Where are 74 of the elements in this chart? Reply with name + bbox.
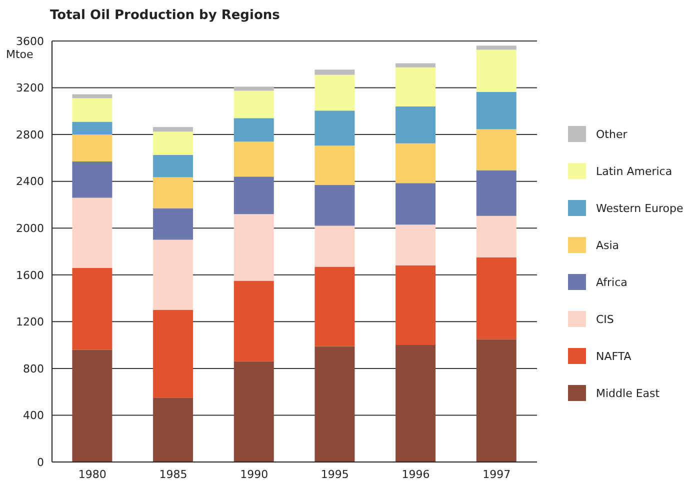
bar <box>153 126 194 132</box>
x-tick-label: 1985 <box>159 468 188 481</box>
bar <box>314 74 355 111</box>
bar <box>396 143 436 184</box>
bar <box>396 106 436 144</box>
y-tick-label: 2400 <box>16 175 44 188</box>
bar <box>153 310 194 398</box>
y-tick-label: 400 <box>23 409 44 422</box>
bar <box>153 398 194 462</box>
bar <box>234 361 274 462</box>
bar <box>153 132 194 156</box>
bar <box>234 176 274 214</box>
bar <box>72 268 112 350</box>
bar <box>476 50 516 92</box>
legend-label: Latin America <box>596 164 672 178</box>
bar <box>234 86 274 91</box>
bar <box>153 208 194 240</box>
legend-label: Africa <box>596 276 628 288</box>
bar <box>476 216 516 258</box>
y-tick-label: 3200 <box>16 82 44 95</box>
bar <box>314 226 355 267</box>
legend-label: Asia <box>596 238 620 252</box>
bar <box>153 155 194 178</box>
bar <box>72 198 112 268</box>
legend-label: CIS <box>596 312 614 326</box>
bar <box>314 70 355 75</box>
chart-title: Total Oil Production by Regions <box>50 8 280 23</box>
bar <box>396 63 436 68</box>
bar <box>396 266 436 346</box>
y-tick-label: 1200 <box>16 316 44 329</box>
legend-label: Western Europe <box>596 202 684 214</box>
bar <box>72 122 112 135</box>
bar <box>314 346 355 462</box>
x-tick-label: 1980 <box>78 468 106 481</box>
bar <box>234 90 274 118</box>
legend-label: Middle East <box>596 386 660 400</box>
bar <box>476 46 516 50</box>
x-tick-label: 1997 <box>482 468 511 481</box>
bar <box>72 134 112 162</box>
bar <box>314 266 355 346</box>
bar <box>396 224 436 266</box>
x-tick-label: 1990 <box>240 468 268 481</box>
bar <box>396 183 436 225</box>
bar <box>153 177 194 208</box>
y-axis-title: Mtoe <box>6 48 34 61</box>
bar <box>234 280 274 362</box>
bar <box>476 339 516 462</box>
bar <box>234 118 274 142</box>
y-tick-label: 1600 <box>16 268 44 282</box>
x-tick-label: 1996 <box>402 468 430 481</box>
y-tick-label: 0 <box>37 456 44 469</box>
bar <box>396 345 436 462</box>
legend-label: NAFTA <box>596 350 632 362</box>
bar <box>234 142 274 177</box>
y-tick-label: 3600 <box>16 34 44 48</box>
bar <box>314 184 355 226</box>
bar <box>314 146 355 185</box>
y-tick-label: 800 <box>23 362 44 376</box>
bar <box>476 92 516 130</box>
bar <box>72 350 112 462</box>
legend-label: Other <box>596 128 628 140</box>
y-tick-label: 2800 <box>16 128 44 142</box>
bar <box>476 170 516 216</box>
bar <box>476 257 516 340</box>
bar <box>476 129 516 170</box>
x-tick-label: 1995 <box>320 468 349 481</box>
bar <box>234 214 274 281</box>
bar <box>72 98 112 122</box>
y-tick-label: 2000 <box>16 222 44 236</box>
bar <box>396 67 436 106</box>
bar <box>153 240 194 310</box>
bar <box>314 110 355 146</box>
bar <box>72 161 112 198</box>
bar <box>72 94 112 98</box>
